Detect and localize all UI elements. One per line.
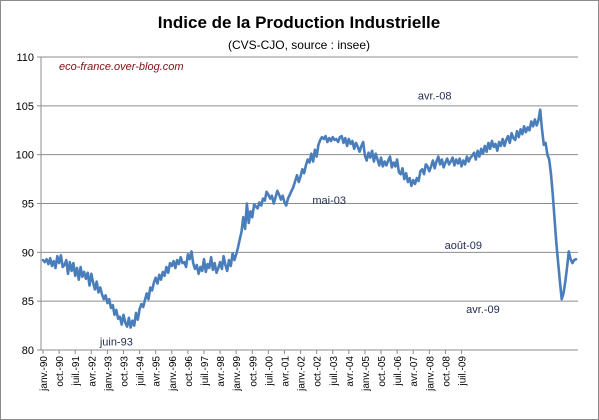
x-tick-label: avr.-95 [152, 356, 163, 387]
x-tick-label: oct.-93 [119, 356, 130, 387]
chart-title: Indice de la Production Industrielle [158, 13, 440, 32]
x-tick-label: oct.-08 [441, 356, 452, 387]
series-line-production-index [41, 108, 578, 329]
data-annotation: avr.-09 [466, 304, 500, 316]
x-tick-label: juil.-03 [329, 356, 340, 387]
x-tick-label: janv.-99 [232, 356, 243, 392]
x-tick-label: oct.-90 [55, 356, 66, 387]
chart-subtitle: (CVS-CJO, source : insee) [228, 38, 370, 52]
x-tick-label: juil.-97 [200, 356, 211, 387]
x-tick-label: avr.-92 [87, 356, 98, 387]
x-tick-label: juil.-06 [393, 356, 404, 387]
x-tick-label: janv.-90 [39, 356, 50, 392]
y-axis-ticks: 80 85 90 95 100 105 110 [16, 52, 42, 357]
data-annotation: août-09 [445, 240, 482, 252]
x-tick-label: janv.-93 [103, 356, 114, 392]
y-tick-label: 100 [16, 150, 34, 162]
data-annotation: mai-03 [312, 195, 346, 207]
x-tick-label: avr.-01 [280, 356, 291, 387]
x-tick-label: oct.-02 [313, 356, 324, 387]
x-tick-label: janv.-08 [425, 356, 436, 392]
x-tick-label: janv.-02 [297, 356, 308, 392]
y-tick-label: 105 [16, 101, 34, 113]
x-tick-label: oct.-99 [248, 356, 259, 387]
x-tick-label: juil.-91 [71, 356, 82, 387]
chart-watermark: eco-france.over-blog.com [59, 61, 184, 73]
data-annotation: juin-93 [99, 337, 133, 349]
series-layer [41, 108, 578, 329]
x-tick-label: oct.-96 [184, 356, 195, 387]
gridlines [41, 56, 578, 351]
annotations: juin-93 mai-03 avr.-08 août-09 avr.-09 [99, 91, 500, 349]
x-tick-label: juil.-00 [264, 356, 275, 387]
x-axis-ticks: janv.-90 oct.-90 juil.-91 avr.-92 janv.-93 oc… [39, 350, 469, 392]
y-tick-label: 85 [22, 296, 34, 308]
data-annotation: avr.-08 [418, 91, 452, 103]
x-tick-label: avr.-07 [409, 356, 420, 387]
x-tick-label: janv.-05 [361, 356, 372, 392]
y-tick-label: 95 [22, 199, 34, 211]
x-tick-label: juil.-09 [458, 356, 469, 387]
x-tick-label: oct.-05 [377, 356, 388, 387]
y-tick-label: 90 [22, 247, 34, 259]
x-tick-label: juil.-94 [136, 356, 147, 387]
x-tick-label: avr.-04 [345, 356, 356, 387]
y-tick-label: 80 [22, 345, 34, 357]
y-tick-label: 110 [16, 52, 34, 64]
x-tick-label: janv.-96 [168, 356, 179, 392]
x-tick-label: avr.-98 [216, 356, 227, 387]
